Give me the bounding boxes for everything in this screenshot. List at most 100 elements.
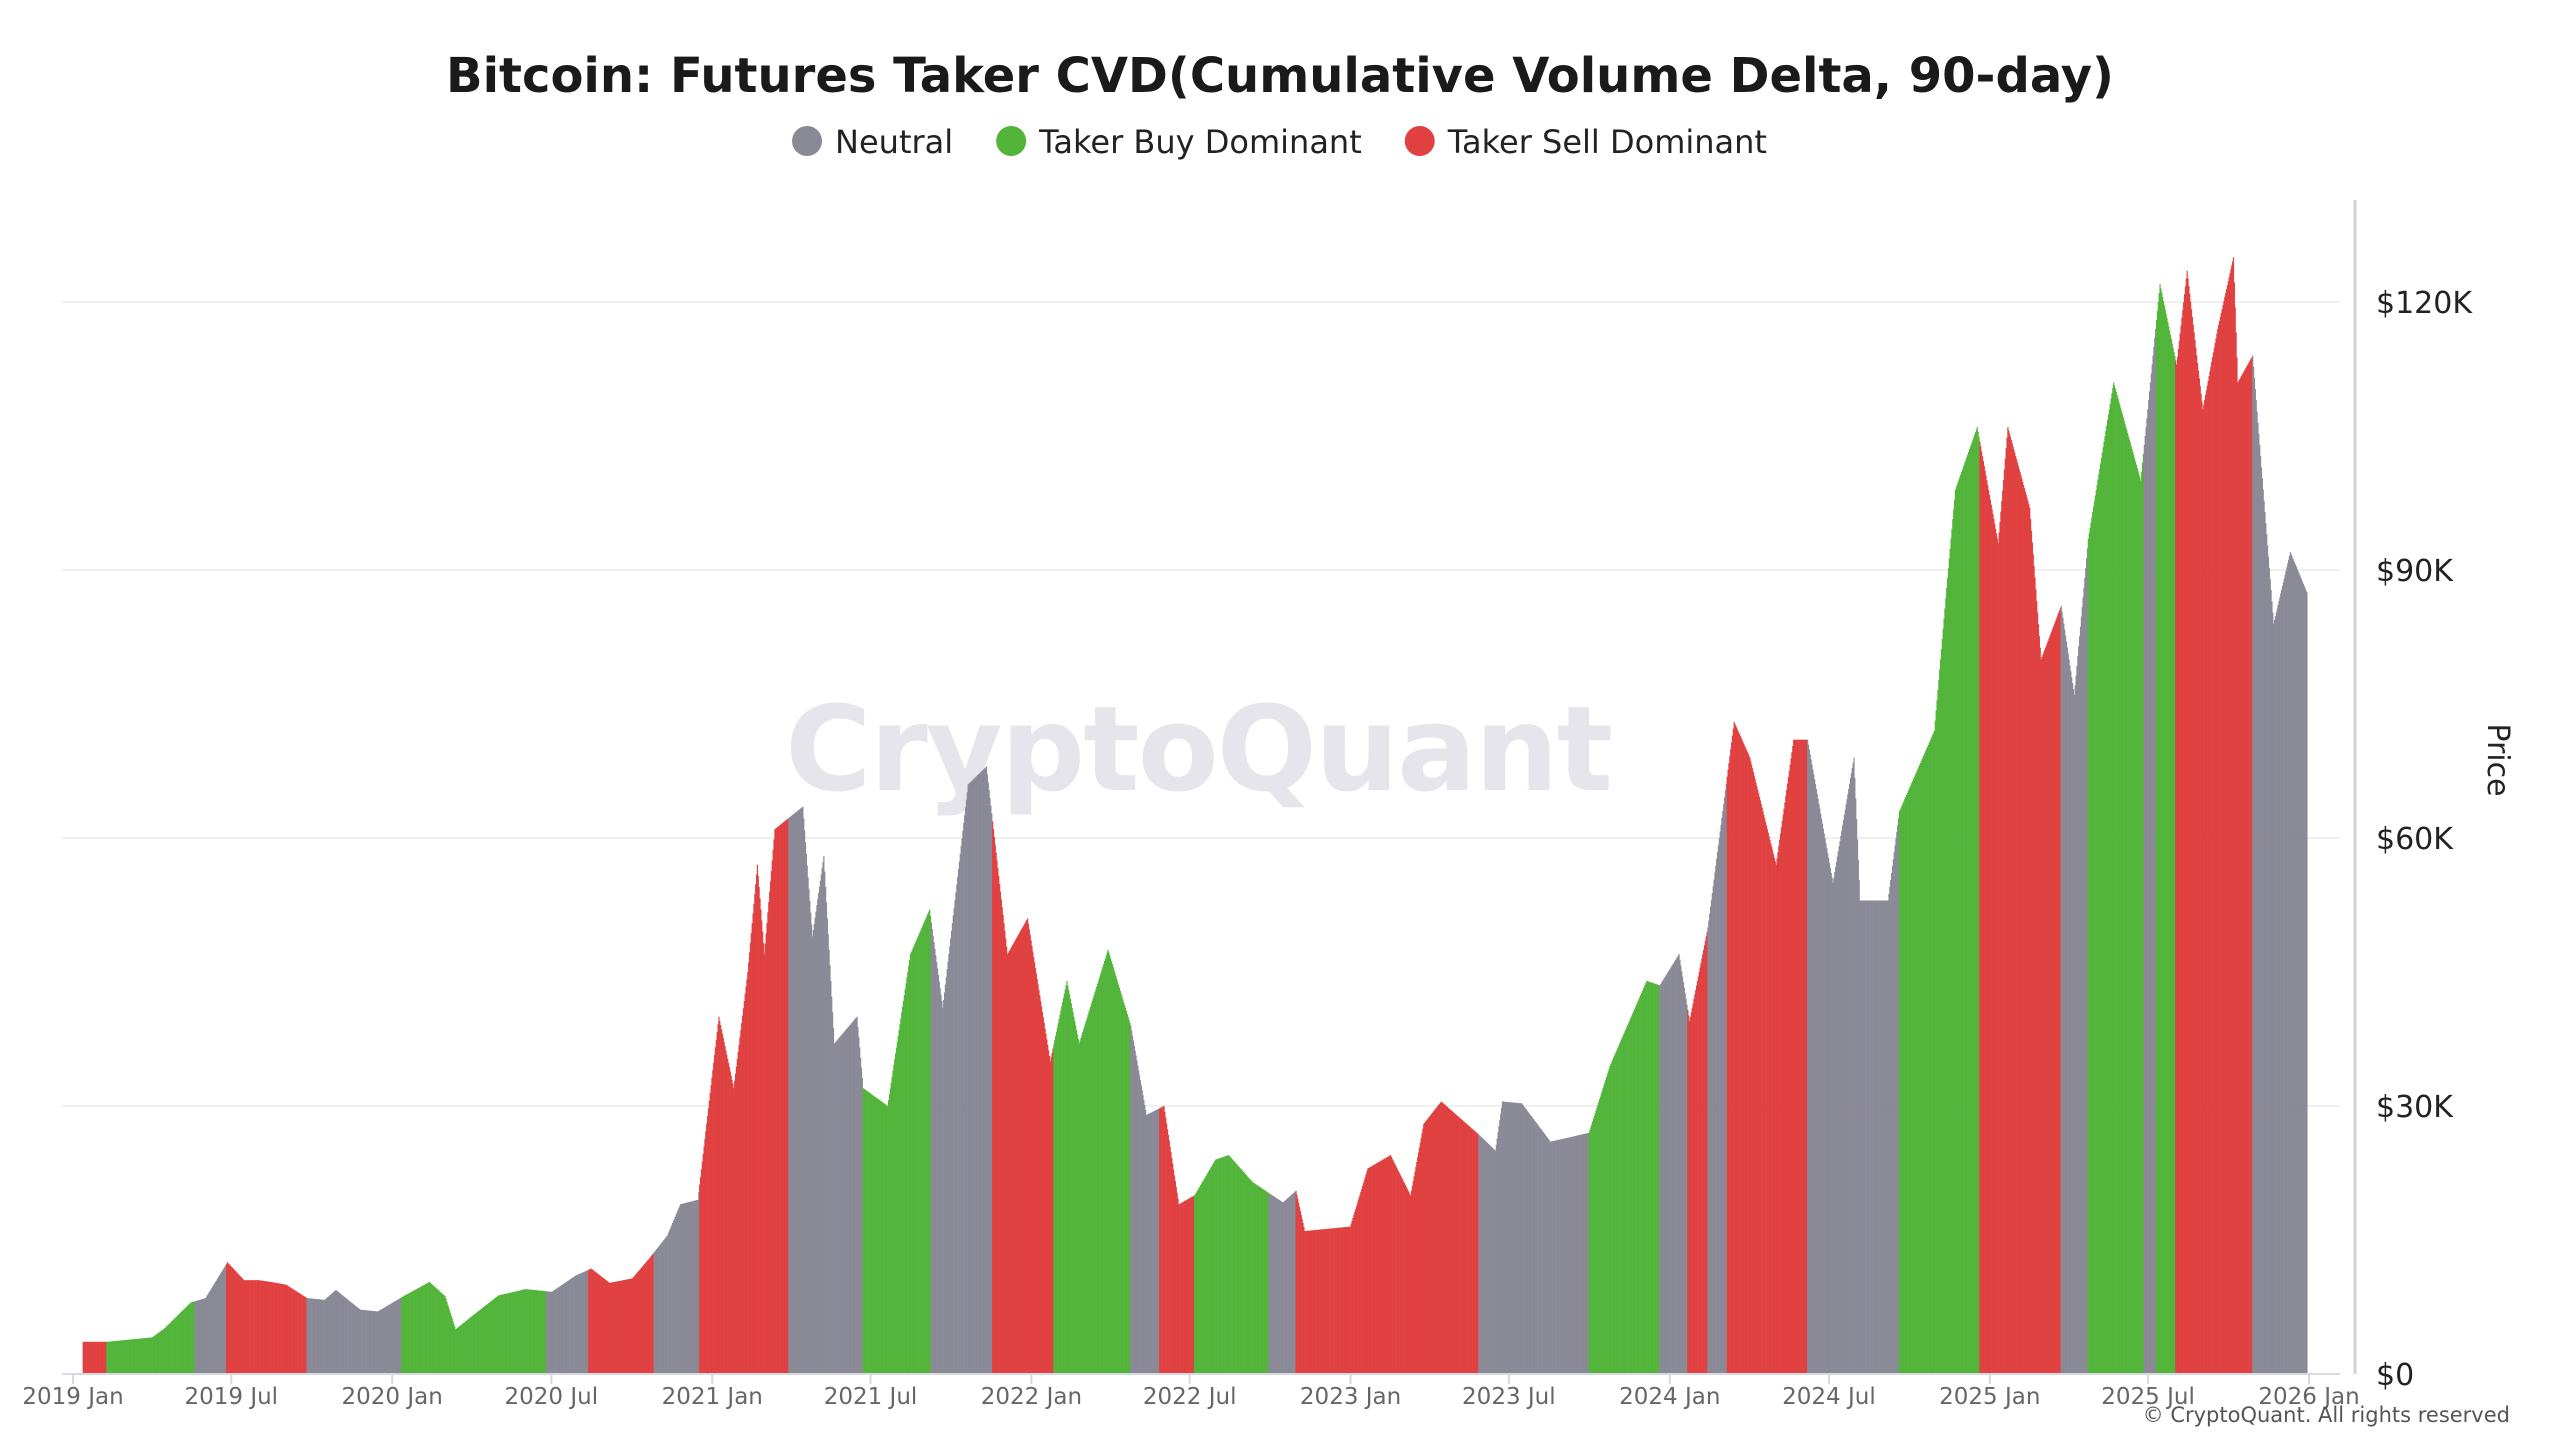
price-bar: [1293, 1192, 1295, 1374]
price-bar: [1630, 1017, 1632, 1374]
price-bar: [1044, 1028, 1046, 1374]
price-bar: [786, 819, 788, 1374]
price-bar: [2132, 452, 2134, 1375]
price-bar: [516, 1291, 518, 1374]
price-bar: [382, 1308, 384, 1374]
price-bar: [1721, 817, 1723, 1374]
price-bar: [538, 1290, 540, 1374]
price-bar: [1787, 777, 1789, 1374]
price-bar: [1263, 1189, 1265, 1374]
price-bar: [749, 942, 751, 1374]
price-bar: [239, 1275, 241, 1374]
price-bar: [295, 1291, 298, 1374]
price-bar: [396, 1300, 398, 1374]
price-bar: [1604, 1082, 1606, 1374]
price-bar: [553, 1290, 555, 1374]
price-bar: [1085, 1020, 1087, 1374]
legend-item-taker-buy-dominant[interactable]: Taker Buy Dominant: [996, 123, 1362, 161]
price-bar: [1356, 1203, 1358, 1374]
price-bar: [410, 1292, 412, 1374]
price-bar: [407, 1294, 409, 1374]
price-bar: [986, 774, 988, 1374]
price-bar: [1814, 779, 1816, 1374]
price-bar: [333, 1291, 335, 1374]
price-bar: [878, 1099, 880, 1374]
price-bar: [2156, 310, 2159, 1374]
y-tick-label: $30K: [2376, 1090, 2454, 1125]
price-bar: [2202, 409, 2204, 1374]
price-bar: [2197, 370, 2200, 1374]
price-bar: [1782, 814, 1784, 1374]
price-bar: [436, 1289, 438, 1374]
price-bar: [145, 1338, 147, 1374]
price-bar: [1397, 1170, 1399, 1374]
price-bar: [470, 1317, 472, 1374]
price-bar: [378, 1310, 380, 1374]
price-bar: [1765, 825, 1768, 1374]
price-bar: [362, 1309, 364, 1374]
price-bar: [409, 1292, 411, 1374]
price-bar: [288, 1286, 290, 1374]
price-bar: [581, 1273, 583, 1374]
price-bar: [186, 1306, 188, 1374]
price-bar: [616, 1281, 619, 1374]
price-bar: [924, 919, 926, 1374]
price-bar: [1780, 827, 1782, 1374]
price-bar: [840, 1035, 842, 1374]
price-bar: [587, 1270, 589, 1374]
price-bar: [1772, 850, 1774, 1374]
price-bar: [832, 1027, 835, 1374]
price-bar: [1678, 954, 1680, 1374]
price-bar: [312, 1298, 314, 1374]
price-bar: [2021, 478, 2023, 1374]
price-bar: [2180, 325, 2182, 1374]
price-bar: [386, 1305, 389, 1374]
price-bar: [665, 1237, 667, 1374]
price-bar: [1606, 1074, 1608, 1374]
price-bar: [1732, 728, 1734, 1374]
price-bar: [833, 1043, 835, 1374]
price-bar: [1901, 805, 1903, 1374]
price-bar: [632, 1277, 634, 1374]
price-bar: [2305, 590, 2307, 1374]
price-bar: [427, 1282, 429, 1374]
price-bar: [2091, 517, 2093, 1374]
price-bar: [226, 1263, 228, 1374]
price-bar: [1530, 1116, 1532, 1374]
price-bar: [1211, 1165, 1213, 1374]
legend-item-taker-sell-dominant[interactable]: Taker Sell Dominant: [1404, 123, 1767, 161]
price-bar: [1407, 1190, 1409, 1374]
price-bar: [1287, 1197, 1289, 1374]
price-bar: [889, 1088, 891, 1374]
price-bar: [1738, 733, 1741, 1374]
price-bar: [131, 1339, 133, 1374]
price-bar: [1675, 959, 1677, 1374]
price-bar: [2256, 411, 2258, 1374]
price-bar: [351, 1302, 353, 1374]
price-bar: [1257, 1185, 1259, 1374]
price-bar: [631, 1278, 633, 1374]
price-bar: [2136, 468, 2138, 1374]
price-bar: [623, 1280, 625, 1374]
price-bar: [1766, 829, 1768, 1374]
price-bar: [1326, 1228, 1329, 1374]
price-bar: [1000, 899, 1002, 1374]
price-bar: [352, 1304, 354, 1374]
price-bar: [588, 1269, 590, 1374]
price-bar: [1305, 1230, 1308, 1374]
price-bar: [778, 825, 780, 1374]
price-bar: [2269, 578, 2271, 1374]
price-bar: [540, 1290, 543, 1374]
legend-item-neutral[interactable]: Neutral: [792, 123, 953, 161]
price-bar: [1875, 900, 1877, 1374]
price-bar: [518, 1290, 521, 1374]
price-bar: [1977, 431, 1979, 1374]
price-bar: [839, 1036, 842, 1374]
price-bar: [1882, 900, 1884, 1374]
price-bar: [683, 1203, 685, 1374]
price-bar: [2031, 542, 2033, 1374]
price-bar: [442, 1293, 444, 1374]
price-bar: [1716, 858, 1718, 1374]
price-bar: [927, 913, 929, 1374]
price-bar: [225, 1265, 227, 1374]
